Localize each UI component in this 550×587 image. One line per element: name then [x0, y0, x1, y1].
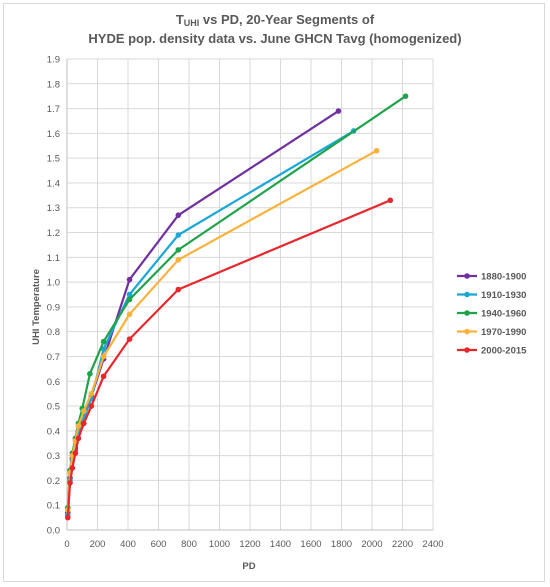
data-point-2000-2015	[72, 450, 79, 456]
x-tick-label: 2400	[422, 539, 443, 550]
series-line-1970-1990	[66, 149, 378, 511]
y-tick-label: 0.0	[47, 526, 60, 537]
y-tick-label: 1.6	[47, 129, 60, 140]
y-tick-label: 1.7	[47, 104, 60, 115]
y-tick-label: 1.5	[47, 154, 60, 165]
data-point-1880-1900	[126, 276, 133, 283]
x-tick-label: 2000	[361, 539, 382, 550]
data-point-2000-2015	[88, 403, 95, 409]
data-point-2000-2015	[100, 373, 107, 380]
data-point-1880-1900	[335, 108, 342, 114]
legend-label: 1880-1900	[481, 272, 526, 283]
y-tick-label: 0.4	[47, 426, 60, 437]
data-point-2000-2015	[126, 336, 133, 342]
data-point-1970-1990	[126, 311, 133, 318]
y-tick-label: 0.9	[47, 302, 60, 313]
x-tick-labels: 0 200 400 600 800 1000 1200 1400 1600 1800 2000 220…	[64, 539, 443, 550]
data-point-1970-1990	[100, 353, 107, 360]
legend-swatch-marker	[464, 291, 470, 298]
data-point-1940-1960	[402, 93, 409, 99]
data-point-2000-2015	[75, 435, 82, 442]
legend-label: 2000-2015	[481, 346, 527, 357]
data-point-2000-2015	[175, 286, 182, 293]
chart-frame	[3, 3, 545, 582]
data-point-2000-2015	[64, 514, 71, 521]
x-tick-label: 1400	[270, 539, 291, 550]
plot-area	[64, 93, 409, 521]
x-tick-label: 1600	[300, 539, 321, 550]
legend-label: 1940-1960	[481, 309, 526, 320]
y-tick-label: 0.1	[47, 501, 60, 512]
legend-swatch-marker	[464, 328, 470, 335]
y-tick-label: 1.0	[47, 278, 60, 289]
series-line-1880-1900	[66, 110, 339, 513]
x-tick-label: 1000	[209, 539, 230, 550]
x-tick-label: 1800	[331, 539, 352, 550]
y-tick-label: 1.1	[47, 253, 60, 264]
y-tick-label: 1.8	[47, 79, 60, 90]
legend-label: 1970-1990	[481, 327, 526, 338]
legend-swatch-marker	[464, 310, 470, 316]
title-main: T	[175, 12, 184, 27]
x-tick-label: 200	[90, 539, 106, 550]
data-point-2000-2015	[67, 480, 73, 486]
x-tick-label: 600	[151, 539, 167, 550]
legend-label: 1910-1930	[481, 290, 526, 301]
data-point-1970-1990	[373, 147, 380, 154]
x-tick-label: 1200	[239, 539, 260, 550]
gridlines	[66, 58, 434, 531]
chart-title-line2: HYDE pop. density data vs. June GHCN Tav…	[88, 31, 462, 46]
x-tick-label: 2200	[392, 539, 413, 550]
axes	[66, 59, 433, 531]
y-tick-label: 1.4	[47, 178, 60, 189]
chart-title-line1: TUHI vs PD, 20-Year Segments of	[0, 12, 550, 28]
y-tick-label: 1.2	[47, 228, 60, 239]
data-point-1940-1960	[100, 338, 107, 345]
y-axis-label: UHI Temperature	[31, 269, 42, 345]
title-subscript: UHI	[183, 18, 200, 28]
y-tick-label: 0.3	[47, 451, 60, 462]
legend: 1880-1900 1910-1930 1940-1960 1970-1990 2000…	[457, 272, 527, 357]
data-point-1910-1930	[175, 232, 182, 238]
data-point-2000-2015	[80, 420, 87, 427]
x-axis-label: PD	[242, 561, 255, 572]
y-tick-label: 0.2	[47, 476, 60, 487]
legend-swatch-marker	[464, 273, 470, 279]
y-tick-label: 0.5	[47, 402, 60, 413]
data-point-1970-1990	[88, 390, 95, 397]
data-point-2000-2015	[69, 465, 76, 471]
x-tick-label: 400	[120, 539, 136, 550]
y-tick-label: 0.8	[47, 327, 60, 338]
legend-swatch-marker	[464, 347, 470, 353]
data-point-1880-1900	[175, 212, 182, 218]
data-point-1940-1960	[87, 371, 93, 377]
x-tick-label: 800	[181, 539, 197, 550]
y-tick-label: 0.6	[47, 377, 60, 388]
y-tick-labels: 0.0 0.1 0.2 0.3 0.4 0.5 0.6 0.7 0.8 0.9 1.0 1.1 1.2 1…	[47, 55, 60, 537]
data-point-1910-1930	[126, 291, 133, 298]
y-tick-label: 0.7	[47, 352, 60, 363]
data-point-1970-1990	[75, 423, 82, 429]
data-point-1940-1960	[175, 247, 182, 253]
y-tick-label: 1.3	[47, 203, 60, 214]
data-point-1970-1990	[175, 256, 182, 263]
data-point-1970-1990	[80, 408, 87, 414]
x-tick-label: 0	[64, 539, 69, 550]
title-rest: vs PD, 20-Year Segments of	[199, 12, 375, 27]
y-tick-label: 1.9	[47, 55, 60, 66]
data-point-2000-2015	[387, 197, 394, 204]
data-point-1940-1960	[126, 296, 133, 303]
